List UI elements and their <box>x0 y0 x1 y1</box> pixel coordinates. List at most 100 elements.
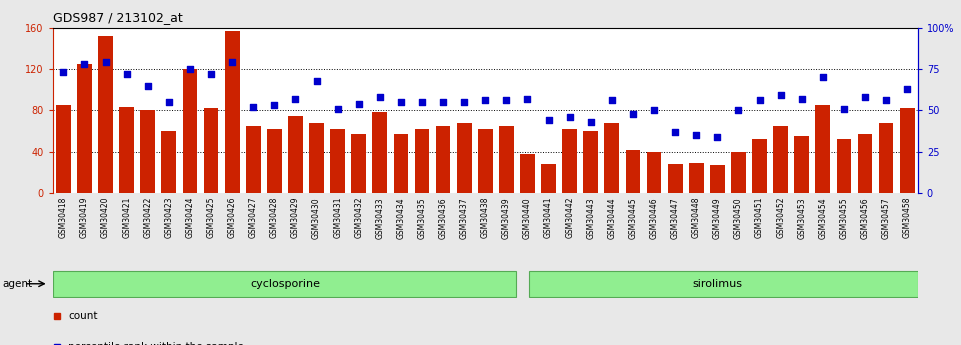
Point <box>393 99 408 105</box>
Point <box>414 99 430 105</box>
Text: GSM30437: GSM30437 <box>459 197 469 239</box>
Bar <box>267 129 282 193</box>
Bar <box>246 126 260 193</box>
Text: GSM30458: GSM30458 <box>902 197 912 238</box>
Point <box>541 118 556 123</box>
Bar <box>752 139 767 193</box>
Bar <box>878 123 894 193</box>
Point <box>183 66 198 72</box>
Text: GSM30456: GSM30456 <box>860 197 870 239</box>
Point <box>499 98 514 103</box>
Bar <box>899 108 915 193</box>
Text: GSM30454: GSM30454 <box>819 197 827 239</box>
Text: GSM30453: GSM30453 <box>798 197 806 239</box>
Text: GSM30441: GSM30441 <box>544 197 554 238</box>
Text: GSM30422: GSM30422 <box>143 197 152 238</box>
Text: GSM30448: GSM30448 <box>692 197 701 238</box>
Point <box>752 98 767 103</box>
Text: GSM30435: GSM30435 <box>417 197 427 239</box>
Text: GSM30447: GSM30447 <box>671 197 679 239</box>
Text: GSM30426: GSM30426 <box>228 197 236 238</box>
Bar <box>857 134 873 193</box>
Text: GSM30440: GSM30440 <box>523 197 532 239</box>
Bar <box>309 123 324 193</box>
Text: cyclosporine: cyclosporine <box>250 279 320 289</box>
Bar <box>373 112 387 193</box>
Point <box>308 78 324 83</box>
Bar <box>140 110 155 193</box>
Point <box>773 93 788 98</box>
Bar <box>731 152 746 193</box>
Text: GSM30428: GSM30428 <box>270 197 279 238</box>
Text: GSM30450: GSM30450 <box>734 197 743 239</box>
Bar <box>520 154 535 193</box>
Text: GSM30430: GSM30430 <box>312 197 321 239</box>
Text: GSM30434: GSM30434 <box>397 197 406 239</box>
Text: GSM30443: GSM30443 <box>586 197 595 239</box>
Point <box>435 99 451 105</box>
Point <box>794 96 809 101</box>
Text: GSM30457: GSM30457 <box>881 197 891 239</box>
Point <box>478 98 493 103</box>
Bar <box>288 116 303 193</box>
Point <box>878 98 894 103</box>
Bar <box>204 108 218 193</box>
Point <box>161 99 177 105</box>
Point <box>604 98 620 103</box>
Text: GSM30445: GSM30445 <box>628 197 637 239</box>
Text: GSM30449: GSM30449 <box>713 197 722 239</box>
Text: GSM30455: GSM30455 <box>839 197 849 239</box>
Text: GSM30439: GSM30439 <box>502 197 511 239</box>
Point <box>857 95 873 100</box>
Bar <box>77 64 92 193</box>
Point <box>647 108 662 113</box>
Bar <box>98 36 113 193</box>
Bar <box>795 136 809 193</box>
Bar <box>56 105 71 193</box>
Bar <box>456 123 472 193</box>
Point <box>98 60 113 65</box>
Point <box>456 99 472 105</box>
Text: GSM30452: GSM30452 <box>776 197 785 238</box>
Bar <box>774 126 788 193</box>
Point <box>56 70 71 75</box>
Text: count: count <box>68 311 98 321</box>
Bar <box>689 163 703 193</box>
Bar <box>225 31 239 193</box>
Bar <box>604 123 619 193</box>
Bar <box>499 126 514 193</box>
Point <box>709 134 725 140</box>
Text: GSM30429: GSM30429 <box>291 197 300 238</box>
Text: GSM30425: GSM30425 <box>207 197 215 238</box>
Bar <box>541 164 556 193</box>
Bar <box>435 126 451 193</box>
Point <box>626 111 641 117</box>
Point <box>330 106 345 111</box>
Point <box>730 108 746 113</box>
Text: GDS987 / 213102_at: GDS987 / 213102_at <box>53 11 183 24</box>
Point <box>246 104 261 110</box>
Point <box>668 129 683 135</box>
Bar <box>562 129 577 193</box>
Text: GSM30442: GSM30442 <box>565 197 574 238</box>
Text: GSM30421: GSM30421 <box>122 197 132 238</box>
Text: GSM30423: GSM30423 <box>164 197 173 238</box>
Bar <box>647 152 661 193</box>
Text: agent: agent <box>3 279 33 289</box>
Text: GSM30433: GSM30433 <box>376 197 384 239</box>
Bar <box>836 139 851 193</box>
Text: GSM30420: GSM30420 <box>101 197 111 238</box>
Bar <box>710 165 725 193</box>
Point <box>372 95 387 100</box>
Point <box>119 71 135 77</box>
Bar <box>394 134 408 193</box>
Bar <box>478 129 493 193</box>
Point <box>266 103 282 108</box>
Point <box>583 119 599 125</box>
Bar <box>668 164 682 193</box>
Text: GSM30432: GSM30432 <box>355 197 363 238</box>
Point <box>899 86 915 92</box>
Point <box>520 96 535 101</box>
Text: sirolimus: sirolimus <box>692 279 742 289</box>
Text: GSM30446: GSM30446 <box>650 197 658 239</box>
